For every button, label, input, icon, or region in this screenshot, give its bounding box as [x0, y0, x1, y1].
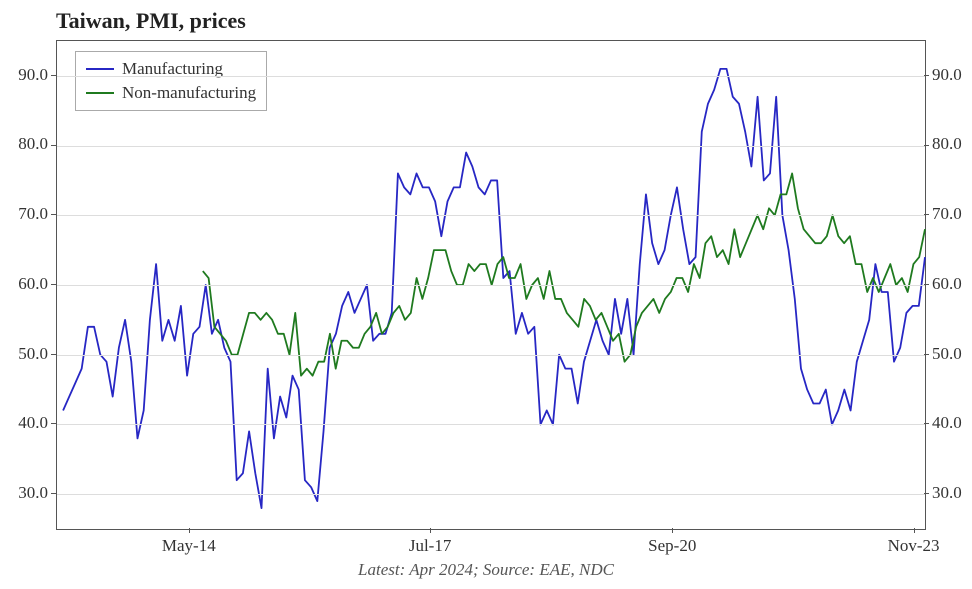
tick-right	[924, 284, 929, 285]
chart-footnote: Latest: Apr 2024; Source: EAE, NDC	[0, 560, 972, 580]
ytick-right: 30.0	[932, 483, 962, 503]
series-manufacturing	[63, 69, 925, 508]
gridline	[57, 424, 925, 425]
tick-left	[51, 423, 56, 424]
ytick-right: 60.0	[932, 274, 962, 294]
xtick: Jul-17	[409, 536, 452, 556]
tick-right	[924, 423, 929, 424]
legend: ManufacturingNon-manufacturing	[75, 51, 267, 111]
legend-item: Manufacturing	[86, 57, 256, 81]
tick-bottom	[430, 528, 431, 533]
ytick-left: 30.0	[0, 483, 48, 503]
gridline	[57, 355, 925, 356]
tick-left	[51, 214, 56, 215]
ytick-left: 60.0	[0, 274, 48, 294]
plot-area: ManufacturingNon-manufacturing	[56, 40, 926, 530]
chart-title: Taiwan, PMI, prices	[56, 8, 246, 34]
tick-right	[924, 354, 929, 355]
series-non-manufacturing	[203, 173, 925, 375]
legend-item: Non-manufacturing	[86, 81, 256, 105]
tick-bottom	[672, 528, 673, 533]
tick-bottom	[914, 528, 915, 533]
gridline	[57, 285, 925, 286]
tick-bottom	[189, 528, 190, 533]
legend-label: Non-manufacturing	[122, 83, 256, 103]
ytick-right: 90.0	[932, 65, 962, 85]
xtick: Sep-20	[648, 536, 696, 556]
ytick-left: 80.0	[0, 134, 48, 154]
ytick-left: 50.0	[0, 344, 48, 364]
gridline	[57, 146, 925, 147]
xtick: May-14	[162, 536, 216, 556]
legend-swatch	[86, 92, 114, 94]
tick-right	[924, 75, 929, 76]
tick-left	[51, 354, 56, 355]
tick-left	[51, 284, 56, 285]
ytick-left: 40.0	[0, 413, 48, 433]
gridline	[57, 76, 925, 77]
gridline	[57, 215, 925, 216]
tick-right	[924, 214, 929, 215]
tick-left	[51, 75, 56, 76]
gridline	[57, 494, 925, 495]
chart-container: { "title": { "text": "Taiwan, PMI, price…	[0, 0, 972, 589]
ytick-right: 50.0	[932, 344, 962, 364]
tick-right	[924, 493, 929, 494]
xtick: Nov-23	[888, 536, 940, 556]
ytick-right: 40.0	[932, 413, 962, 433]
ytick-left: 70.0	[0, 204, 48, 224]
ytick-left: 90.0	[0, 65, 48, 85]
legend-swatch	[86, 68, 114, 70]
tick-left	[51, 493, 56, 494]
ytick-right: 80.0	[932, 134, 962, 154]
tick-left	[51, 145, 56, 146]
ytick-right: 70.0	[932, 204, 962, 224]
tick-right	[924, 145, 929, 146]
